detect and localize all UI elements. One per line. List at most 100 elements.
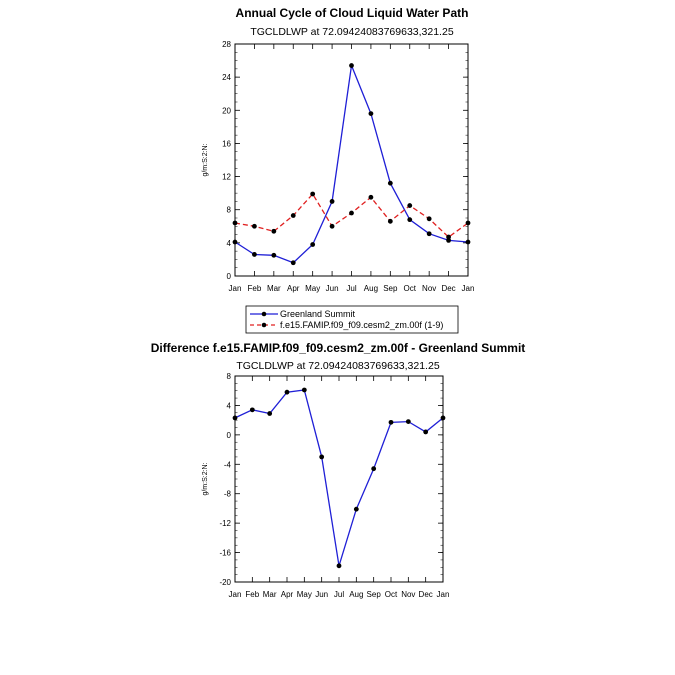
series-line: [234, 192, 469, 238]
plot-frame: [234, 375, 444, 583]
series-line: [234, 389, 444, 566]
axis-ticks: [234, 375, 444, 583]
data-point: [252, 252, 257, 257]
legend-marker-greenland-summit: [261, 311, 267, 317]
difference-panel: Difference f.e15.FAMIP.f09_f09.cesm2_zm.…: [151, 341, 526, 599]
data-point: [271, 228, 277, 234]
data-point: [310, 191, 316, 197]
x-tick-label: Jan: [462, 284, 475, 293]
data-point: [319, 454, 325, 460]
legend-label-greenland-summit: Greenland Summit: [280, 309, 356, 319]
x-tick-label: May: [305, 284, 320, 293]
x-tick-label: Sep: [383, 284, 398, 293]
data-point: [336, 563, 342, 569]
y-tick-label: 8: [227, 206, 232, 215]
y-tick-label: 28: [222, 40, 231, 49]
data-point: [371, 466, 377, 472]
x-tick-label: Sep: [367, 590, 382, 599]
x-tick-label: Dec: [419, 590, 433, 599]
data-point: [407, 203, 413, 208]
y-tick-label: -8: [224, 490, 232, 499]
legend-box: [245, 305, 459, 334]
data-point: [423, 429, 429, 435]
data-point: [387, 180, 393, 186]
x-tick-label: Aug: [364, 284, 378, 293]
series-layer: [232, 387, 446, 569]
legend-label-model: f.e15.FAMIP.f09_f09.cesm2_zm.00f (1-9): [280, 320, 443, 330]
x-tick-label: Jun: [315, 590, 328, 599]
x-tick-label: Jul: [334, 590, 344, 599]
x-tick-label: Feb: [245, 590, 259, 599]
x-tick-label: Jul: [346, 284, 356, 293]
data-point: [301, 387, 307, 393]
series-layer: [232, 63, 471, 266]
chart-subtitle: TGCLDLWP at 72.09424083769633,321.25: [236, 360, 440, 372]
data-point: [252, 223, 257, 229]
data-point: [446, 234, 451, 240]
y-tick-label: 4: [227, 239, 232, 248]
x-tick-label: Dec: [441, 284, 455, 293]
y-tick-label: -20: [219, 578, 231, 587]
series-line: [234, 63, 469, 264]
x-tick-label: Jan: [229, 590, 242, 599]
data-point: [271, 252, 277, 258]
chart-title: Difference f.e15.FAMIP.f09_f09.cesm2_zm.…: [151, 341, 526, 355]
x-tick-label: Apr: [287, 284, 300, 293]
data-point: [387, 218, 393, 224]
y-tick-label: 8: [227, 372, 232, 381]
x-tick-label: Jan: [437, 590, 450, 599]
y-tick-label: 0: [227, 431, 232, 440]
y-tick-label: -4: [224, 460, 232, 469]
x-tick-label: Nov: [422, 284, 436, 293]
y-axis-label: g/m:S:2:N:: [202, 462, 209, 495]
data-point: [388, 419, 394, 425]
y-tick-label: 16: [222, 139, 231, 148]
y-tick-label: 4: [227, 401, 232, 410]
chart-title: Annual Cycle of Cloud Liquid Water Path: [236, 6, 469, 20]
data-point: [290, 260, 296, 266]
data-point: [446, 237, 451, 243]
y-tick-label: 24: [222, 73, 231, 82]
data-point: [310, 242, 316, 247]
data-point: [290, 213, 296, 218]
data-point: [267, 411, 273, 416]
data-point: [249, 407, 255, 413]
y-tick-label: 20: [222, 106, 231, 115]
data-point: [349, 210, 354, 216]
data-point: [368, 111, 374, 116]
data-point: [405, 419, 411, 425]
x-tick-label: Oct: [385, 590, 398, 599]
data-point: [349, 63, 354, 68]
data-point: [329, 223, 335, 229]
data-point: [426, 216, 432, 222]
y-tick-label: 12: [222, 173, 231, 182]
x-tick-label: Oct: [404, 284, 417, 293]
annual-cycle-panel: Annual Cycle of Cloud Liquid Water Path …: [202, 6, 474, 334]
y-tick-label: -16: [219, 549, 231, 558]
x-tick-label: Feb: [248, 284, 262, 293]
data-point: [426, 231, 432, 237]
data-point: [407, 217, 413, 223]
data-point: [329, 199, 335, 204]
x-tick-label: May: [297, 590, 312, 599]
data-point: [353, 506, 359, 512]
chart-subtitle: TGCLDLWP at 72.09424083769633,321.25: [250, 26, 454, 38]
legend-marker-model: [261, 322, 267, 328]
data-point: [368, 194, 374, 200]
y-tick-label: -12: [219, 519, 231, 528]
x-tick-label: Mar: [263, 590, 277, 599]
x-tick-label: Nov: [401, 590, 415, 599]
tick-labels: 0 4 8 12 16 20 24 28 Jan Feb Mar Apr May Jun Jul Aug Sep…: [222, 40, 474, 293]
x-tick-label: Mar: [267, 284, 281, 293]
x-tick-label: Apr: [281, 590, 294, 599]
axis-ticks: [234, 43, 469, 277]
y-axis-label: g/m:S:2:N:: [202, 143, 209, 176]
x-tick-label: Jun: [326, 284, 339, 293]
y-tick-label: 0: [227, 272, 232, 281]
x-tick-label: Aug: [349, 590, 363, 599]
plot-frame: [234, 43, 469, 277]
x-tick-label: Jan: [229, 284, 242, 293]
data-point: [284, 389, 290, 395]
